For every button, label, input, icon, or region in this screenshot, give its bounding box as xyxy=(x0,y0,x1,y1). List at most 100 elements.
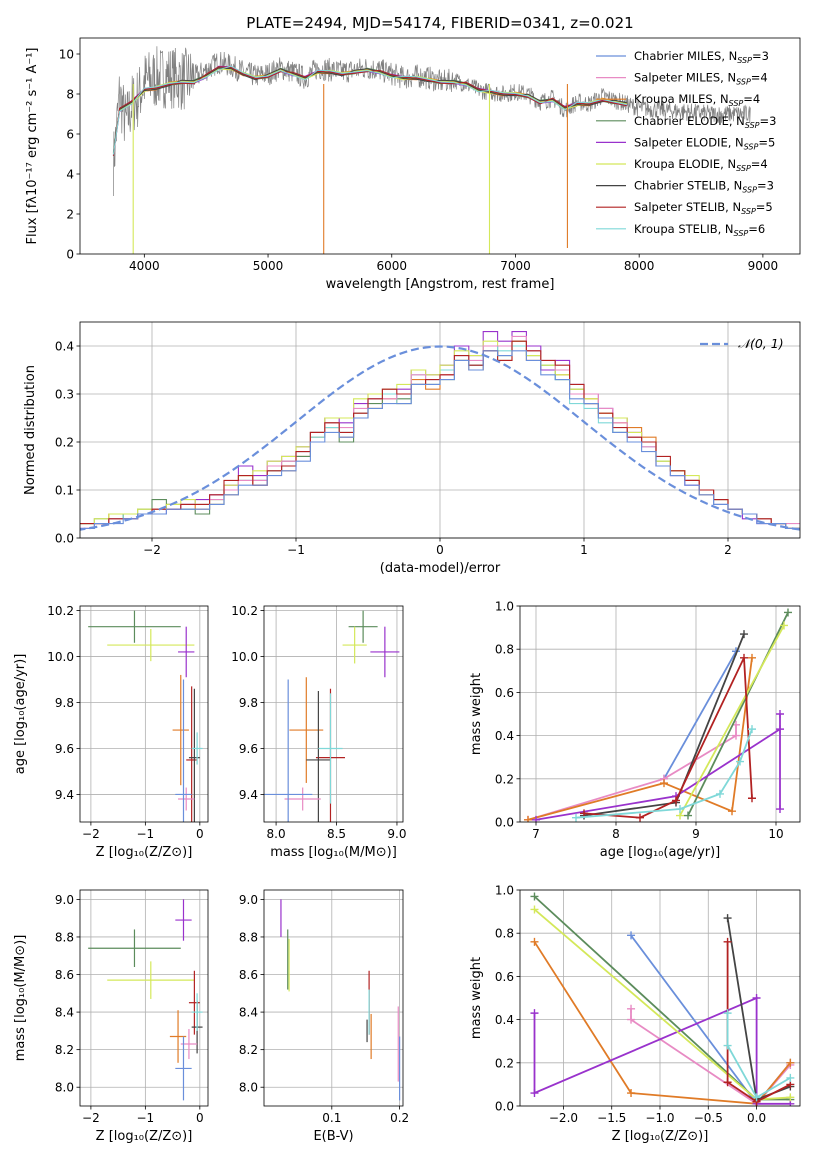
legend-label: Chabrier STELIB, NSSP=3 xyxy=(634,179,774,195)
plot-area xyxy=(88,610,203,822)
y-tick-label: 8.2 xyxy=(55,1043,74,1057)
x-tick-label: 9 xyxy=(692,827,700,841)
x-tick-label: 0.0 xyxy=(747,1111,766,1125)
errorbar-point xyxy=(188,688,200,822)
legend-label: Chabrier ELODIE, NSSP=3 xyxy=(634,114,776,130)
errorbar-point xyxy=(175,1036,192,1101)
panel-7: 0.1 0.2 8.0 8.2 8.4 8.6 8.8 9.0 E(B-V) xyxy=(239,889,409,1144)
legend: Chabrier MILES, NSSP=3 Salpeter MILES, NS… xyxy=(596,49,776,238)
weight-marker xyxy=(784,608,792,617)
errorbar-point xyxy=(107,961,195,999)
x-tick-label: 7000 xyxy=(500,259,531,273)
x-tick-label: 7 xyxy=(532,827,540,841)
x-axis-label: (data-model)/error xyxy=(380,561,501,576)
axes-frame xyxy=(79,889,209,1107)
weight-marker xyxy=(752,1093,761,1102)
axes-frame xyxy=(79,605,209,823)
y-tick-label: 8.4 xyxy=(239,1006,258,1020)
x-tick-label: 0 xyxy=(196,1111,204,1125)
histogram-step xyxy=(80,350,800,529)
weight-marker xyxy=(723,914,732,923)
weight-marker xyxy=(723,1009,732,1018)
y-tick-label: 10 xyxy=(59,48,74,62)
y-tick-label: 0.6 xyxy=(495,970,514,984)
weight-line xyxy=(726,917,791,1101)
weight-line xyxy=(687,612,789,816)
weight-line xyxy=(726,1013,791,1099)
weight-marker xyxy=(530,892,539,901)
x-tick-label: 4000 xyxy=(129,259,160,273)
errorbar-point xyxy=(348,610,378,643)
y-axis-label: Flux [fλ10⁻¹⁷ erg cm⁻² s⁻¹ A⁻¹] xyxy=(25,48,40,245)
errorbar-point xyxy=(178,626,195,678)
y-tick-label: 0.0 xyxy=(495,816,514,830)
errorbar-point xyxy=(178,787,195,811)
x-tick-label: 0 xyxy=(196,827,204,841)
x-tick-label: 8000 xyxy=(624,259,655,273)
y-tick-label: 0.4 xyxy=(495,729,514,743)
errorbar-point xyxy=(306,691,331,822)
weight-marker xyxy=(748,653,756,662)
plot-area xyxy=(530,892,795,1106)
weight-marker xyxy=(780,621,788,630)
axes-frame xyxy=(263,605,404,823)
y-tick-label: 0.0 xyxy=(495,1100,514,1114)
axes-frame xyxy=(263,889,404,1107)
errorbar-point xyxy=(186,686,198,822)
x-tick-label: 2 xyxy=(724,543,732,557)
x-tick-label: −1 xyxy=(137,827,155,841)
y-tick-label: 0.8 xyxy=(495,927,514,941)
y-tick-label: 0 xyxy=(66,248,74,262)
weight-marker xyxy=(684,811,692,820)
y-tick-label: 9.6 xyxy=(239,742,258,756)
x-axis-label: Z [log₁₀(Z/Z⊙)] xyxy=(96,845,193,860)
legend-label: Salpeter MILES, NSSP=4 xyxy=(634,71,768,87)
model-spectrum xyxy=(112,65,627,155)
y-tick-label: 9.4 xyxy=(239,788,258,802)
y-tick-label: 9.0 xyxy=(239,893,258,907)
axes-frame xyxy=(519,605,801,823)
axes-frame xyxy=(79,321,801,539)
panel-2: −2 −1 0 1 2 0.0 0.1 0.2 0.3 0.4 (data-model)/error… xyxy=(23,321,801,576)
errorbar-point xyxy=(264,679,313,822)
errorbar-point xyxy=(172,674,189,786)
y-tick-label: 8.0 xyxy=(55,1081,74,1095)
y-tick-label: 1.0 xyxy=(495,600,514,614)
y-axis-label: mass [log₁₀(M/M⊙)] xyxy=(13,935,28,1062)
y-tick-label: 9.8 xyxy=(239,696,258,710)
weight-marker xyxy=(530,905,539,914)
data-spectrum xyxy=(113,46,751,197)
errorbar-point xyxy=(318,693,343,804)
x-tick-label: 8.0 xyxy=(267,827,286,841)
x-axis-label: wavelength [Angstrom, rest frame] xyxy=(326,277,555,292)
weight-marker xyxy=(752,994,761,1002)
weight-marker xyxy=(627,1015,636,1024)
weight-marker xyxy=(627,931,636,940)
weight-marker xyxy=(530,1009,539,1018)
y-tick-label: 0.4 xyxy=(495,1013,514,1027)
y-axis-label: mass weight xyxy=(469,673,484,755)
legend-label: Kroupa STELIB, NSSP=6 xyxy=(634,222,765,238)
weight-marker xyxy=(748,794,756,803)
panel-4: 8.0 8.5 9.0 9.4 9.6 9.8 10.0 10.2 mass [log₁₀(M/… xyxy=(231,604,406,860)
x-tick-label: −2 xyxy=(143,543,161,557)
errorbar-point xyxy=(107,628,195,662)
x-tick-label: −1.5 xyxy=(597,1111,626,1125)
plot-area xyxy=(280,899,401,1101)
y-tick-label: 8.6 xyxy=(239,968,258,982)
weight-marker xyxy=(776,725,784,734)
x-tick-label: −2 xyxy=(82,827,100,841)
y-tick-label: 0.1 xyxy=(55,484,74,498)
errorbar-point xyxy=(191,993,203,1031)
plot-area xyxy=(88,899,203,1101)
x-tick-label: −1 xyxy=(137,1111,155,1125)
x-axis-label: mass [log₁₀(M/M⊙)] xyxy=(270,845,397,860)
plot-area xyxy=(524,608,792,822)
weight-marker xyxy=(532,815,540,822)
chart-title: PLATE=2494, MJD=54174, FIBERID=0341, z=0… xyxy=(246,14,633,32)
x-axis-label: Z [log₁₀(Z/Z⊙)] xyxy=(96,1129,193,1144)
panel-3: −2 −1 0 9.4 9.6 9.8 10.0 10.2 Z [log₁₀(Z/Z⊙)] age… xyxy=(13,604,209,860)
y-tick-label: 8.4 xyxy=(55,1006,74,1020)
x-tick-label: 6000 xyxy=(376,259,407,273)
